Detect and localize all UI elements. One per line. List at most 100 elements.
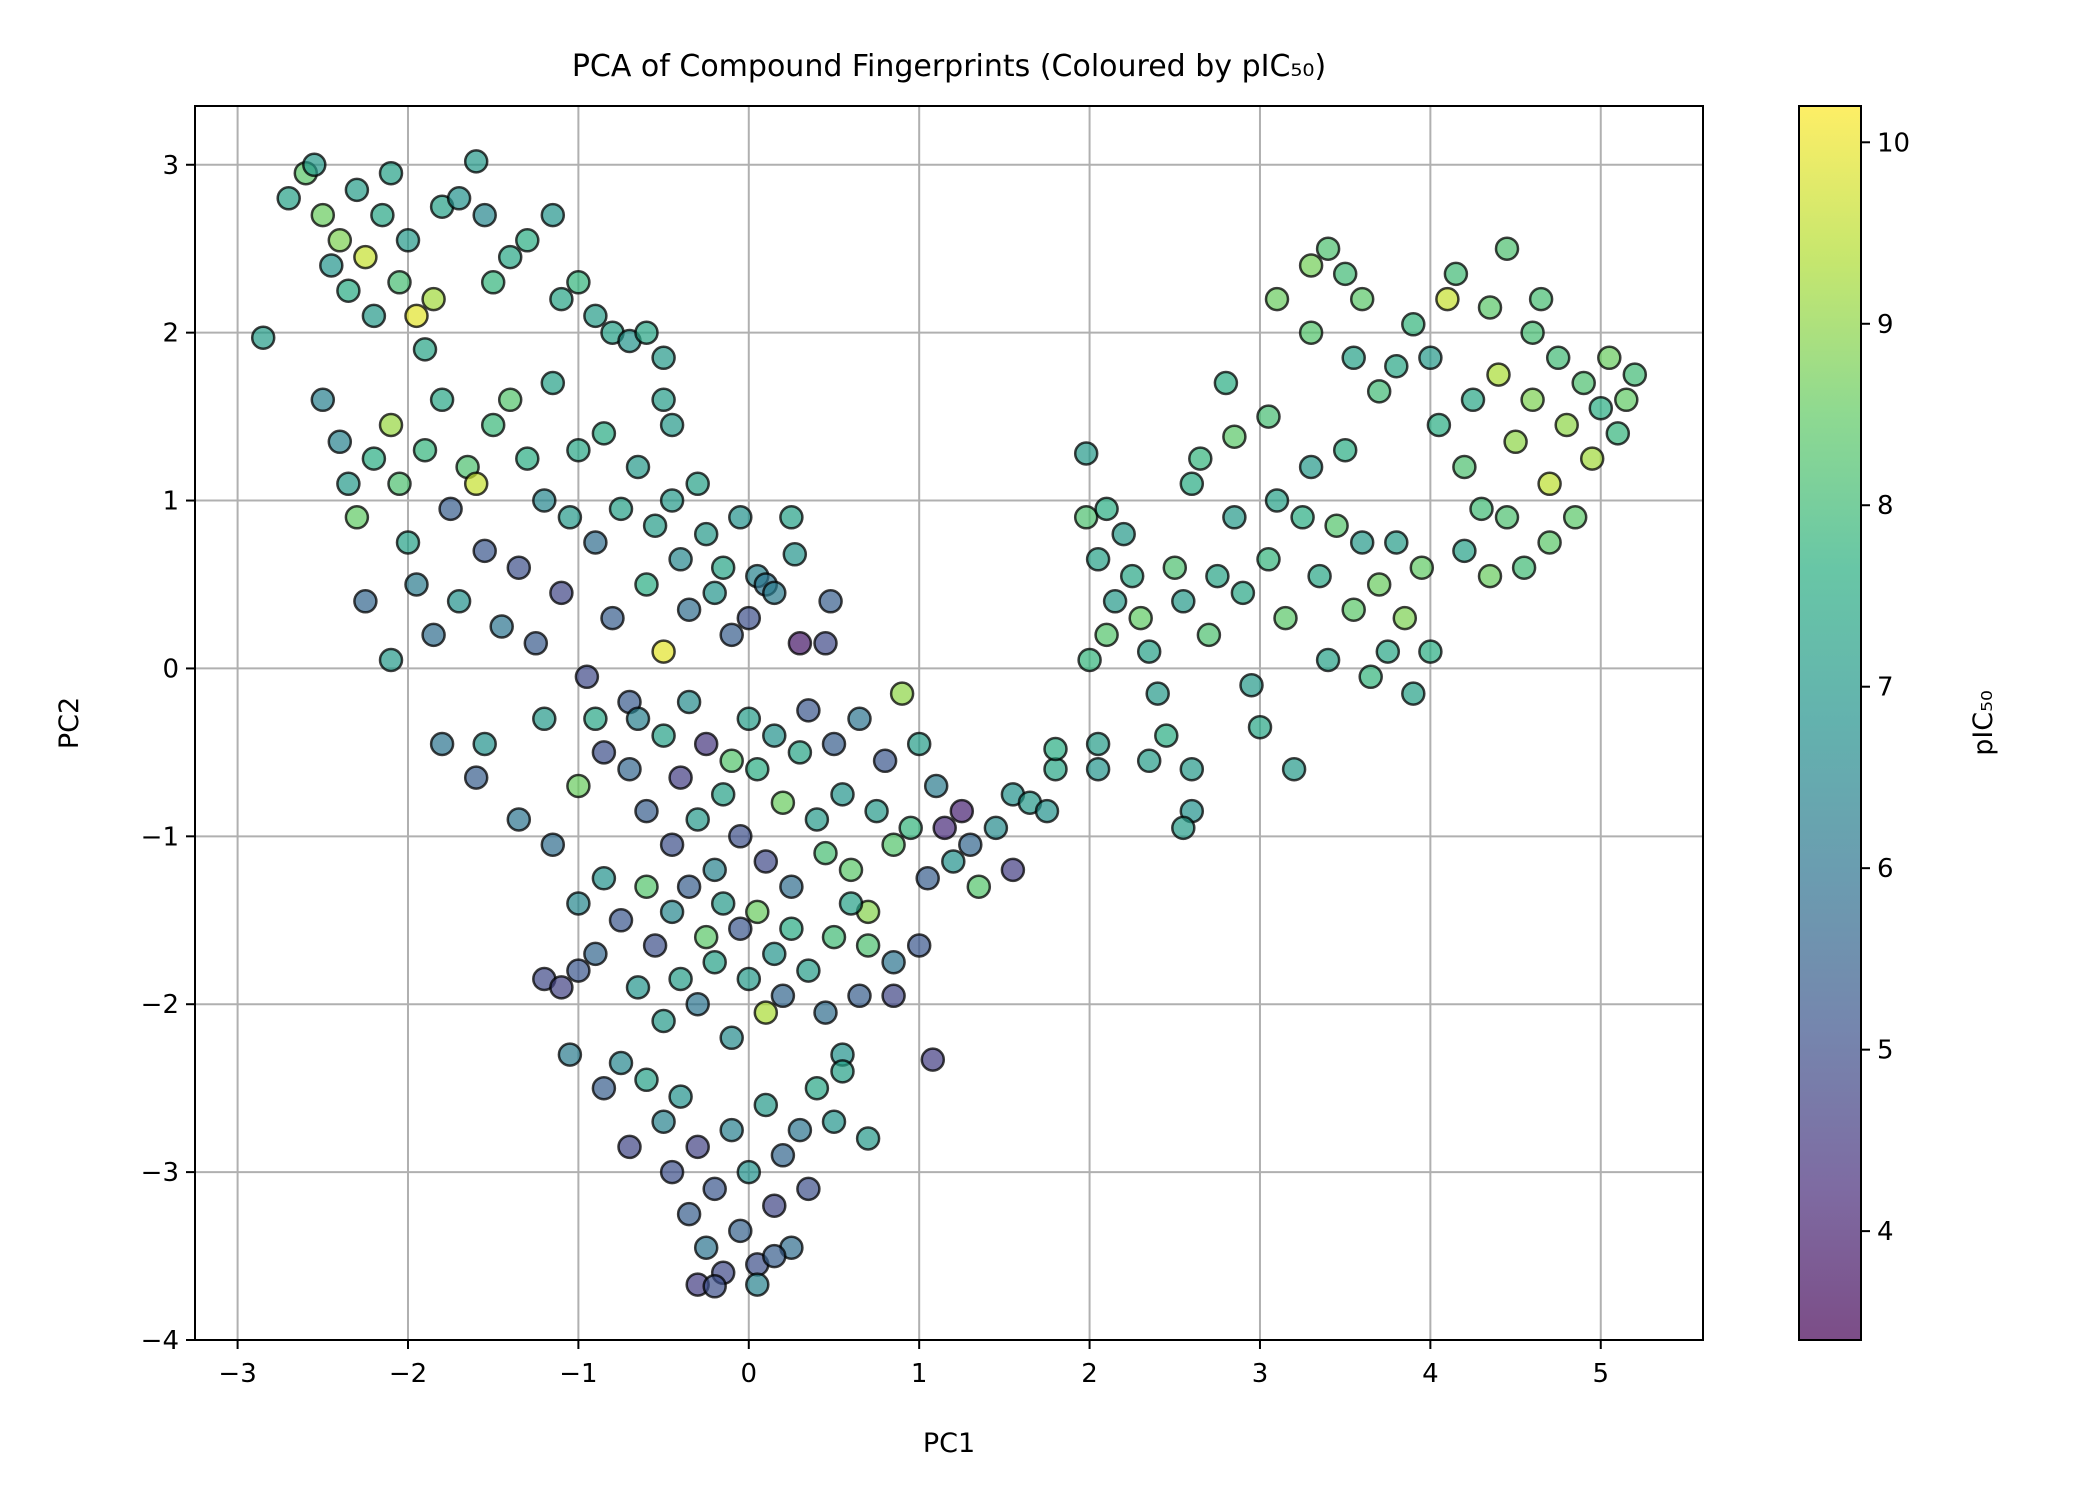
colorbar-tick-label: 5 (1877, 1036, 1894, 1066)
colorbar-tick-label: 6 (1877, 854, 1894, 884)
scatter-point (762, 941, 787, 967)
scatter-point (1554, 412, 1579, 438)
scatter-point (1562, 505, 1588, 530)
scatter-point (1426, 412, 1452, 438)
chart-title: PCA of Compound Fingerprints (Coloured b… (572, 49, 1326, 84)
scatter-point (591, 421, 617, 446)
scatter-point (1188, 446, 1213, 471)
y-tick-label: −1 (141, 822, 179, 852)
y-axis-ticks: −4 −3 −2 −1 0 1 2 3 (141, 151, 195, 1356)
scatter-point (327, 228, 353, 253)
x-tick-label: 3 (1252, 1359, 1269, 1389)
scatter-point (847, 983, 872, 1009)
scatter-point (617, 1134, 642, 1160)
scatter-point (1077, 647, 1102, 673)
scatter-point (881, 949, 906, 975)
scatter-point (617, 756, 642, 782)
scatter-point (915, 866, 940, 891)
scatter-point (549, 975, 574, 1000)
scatter-point (370, 202, 395, 228)
scatter-point (404, 303, 429, 329)
scatter-point (659, 832, 685, 857)
scatter-point (1136, 748, 1162, 774)
scatter-point (608, 496, 634, 522)
scatter-point (702, 580, 727, 606)
x-tick-label: 1 (911, 1359, 928, 1389)
scatter-point (404, 572, 429, 597)
scatter-point (276, 186, 301, 211)
scatter-point (250, 325, 276, 350)
scatter-point (693, 731, 719, 757)
scatter-point (906, 933, 932, 958)
scatter-point (855, 933, 881, 958)
scatter-point (1486, 362, 1511, 387)
scatter-point (813, 1000, 838, 1025)
scatter-point (710, 891, 736, 916)
scatter-point (804, 807, 830, 832)
colorbar-tick-label: 7 (1877, 673, 1894, 703)
scatter-point (412, 337, 438, 362)
scatter-point (540, 202, 566, 228)
scatter-point (625, 454, 651, 480)
scatter-point (889, 681, 915, 706)
scatter-point (745, 756, 770, 782)
scatter-point (625, 975, 651, 1000)
scatter-point (1614, 387, 1639, 413)
y-tick-label: 3 (162, 151, 179, 181)
scatter-point (1384, 530, 1409, 555)
scatter-point (1324, 513, 1349, 538)
scatter-point (421, 622, 446, 648)
scatter-point (557, 1042, 583, 1067)
scatter-point (932, 815, 957, 841)
scatter-point (336, 471, 361, 497)
scatter-point (625, 706, 651, 732)
scatter-point (566, 270, 591, 295)
scatter-point (1298, 454, 1324, 480)
scatter-point (1102, 589, 1128, 614)
scatter-point (659, 1159, 685, 1185)
scatter-point (361, 303, 387, 329)
scatter-point (651, 1109, 676, 1134)
scatter-point (1503, 429, 1528, 455)
scatter-point (770, 790, 796, 815)
scatter-point (702, 1176, 727, 1202)
scatter-point (1171, 589, 1196, 614)
scatter-point (1418, 345, 1443, 371)
grid (195, 106, 1703, 1341)
scatter-point (1094, 496, 1119, 522)
scatter-point (1273, 605, 1298, 631)
scatter-point (920, 1047, 946, 1072)
scatter-point (676, 874, 702, 899)
scatter-point (1520, 320, 1545, 345)
scatter-point (745, 1272, 770, 1297)
scatter-point (1119, 563, 1145, 589)
scatter-point (818, 589, 843, 614)
scatter-point (847, 706, 872, 732)
scatter-point (310, 202, 336, 228)
scatter-point (668, 765, 693, 790)
scatter-point (838, 891, 864, 916)
scatter-point (702, 1274, 727, 1299)
scatter-point (1597, 345, 1622, 371)
scatter-point (685, 1134, 710, 1160)
scatter-point (1298, 320, 1324, 345)
scatter-point (1085, 731, 1111, 757)
scatter-point (941, 849, 966, 874)
scatter-point (446, 589, 472, 614)
scatter-point (1043, 756, 1068, 782)
colorbar-label: pIC₅₀ (1968, 690, 1999, 756)
scatter-point (728, 1218, 753, 1244)
scatter-point (864, 798, 889, 824)
scatter-point (1384, 353, 1409, 379)
scatter-point (361, 446, 387, 471)
scatter-point (762, 1243, 787, 1269)
scatter-point (549, 580, 574, 606)
scatter-point (1537, 471, 1562, 497)
scatter-point (779, 505, 804, 530)
scatter-point (1545, 345, 1571, 371)
scatter-point (1073, 441, 1099, 466)
scatter-point (1520, 387, 1545, 413)
scatter-point (719, 1025, 744, 1051)
scatter-point (651, 387, 676, 413)
